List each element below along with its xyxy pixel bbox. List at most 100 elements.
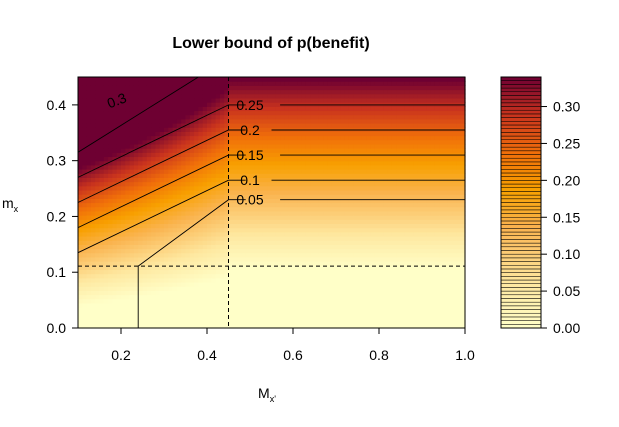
heat-cell [275,227,281,233]
heat-cell [426,261,432,266]
heat-cell [404,298,410,304]
heat-cell [245,97,251,103]
heat-cell [422,135,427,141]
heat-cell [90,269,96,275]
heat-cell [142,227,148,233]
heat-cell [90,302,96,308]
heat-cell [348,252,354,258]
heat-cell [241,185,247,191]
heat-cell [125,227,131,233]
heat-cell [194,210,199,216]
heat-cell [331,156,337,162]
heat-cell [194,97,199,103]
heat-cell [430,261,436,266]
heat-cell [318,223,324,229]
heat-cell [194,252,199,258]
heat-cell [133,302,139,308]
heat-cell [151,148,156,153]
heat-cell [232,169,238,174]
heat-cell [237,210,242,216]
heat-cell [181,114,187,120]
heat-cell [185,231,191,237]
heat-cell [138,286,144,291]
heat-cell [90,281,96,287]
heat-cell [254,148,260,153]
heat-cell [404,118,410,124]
heat-cell [215,244,221,250]
heat-cell [164,173,169,178]
heat-cell [262,256,268,262]
heat-cell [310,215,316,220]
heat-cell [293,135,298,141]
heat-cell [353,265,359,271]
heat-cell [417,164,423,170]
heat-cell [310,189,316,195]
heat-cell [241,77,247,82]
heat-cell [82,281,88,287]
heat-cell [181,97,187,103]
heat-cell [224,240,230,245]
heat-cell [215,277,221,283]
heat-cell [288,189,294,195]
heat-cell [297,97,303,103]
heat-cell [172,202,178,208]
heat-cell [108,319,113,325]
heat-cell [305,227,311,233]
heat-cell [202,181,208,187]
heat-cell [422,198,427,204]
heat-cell [271,97,277,103]
heat-cell [142,265,148,271]
heat-cell [262,118,268,124]
heat-cell [413,273,419,279]
heat-cell [168,252,174,258]
heat-cell [396,198,402,204]
heat-cell [198,277,204,283]
heat-cell [108,110,113,116]
heat-cell [400,281,406,287]
heat-cell [422,139,427,145]
heat-cell [198,127,204,132]
heat-cell [409,202,414,208]
heat-cell [370,294,376,300]
heat-cell [198,177,204,183]
heat-cell [133,152,139,158]
heat-cell [305,248,311,254]
heat-cell [301,118,307,124]
heat-cell [159,123,165,128]
heat-cell [151,160,156,166]
heat-cell [391,148,397,153]
heat-cell [391,85,397,91]
heat-cell [90,311,96,317]
heat-cell [422,219,427,225]
heat-cell [189,231,195,237]
heat-cell [125,177,131,183]
heat-cell [301,81,307,86]
heat-cell [271,269,277,275]
heat-cell [202,240,208,245]
heat-cell [370,286,376,291]
heat-cell [245,277,251,283]
heat-cell [215,256,221,262]
heat-cell [310,160,316,166]
heat-cell [103,185,109,191]
heat-cell [121,169,126,174]
heat-cell [215,81,221,86]
heat-cell [318,106,324,112]
heat-cell [99,223,105,229]
heat-cell [228,290,234,296]
heat-cell [237,227,242,233]
heat-cell [275,156,281,162]
heat-cell [293,302,298,308]
heat-cell [116,139,122,145]
heat-cell [108,194,113,199]
heat-cell [379,219,384,225]
heat-cell [426,81,432,86]
heat-cell [211,223,217,229]
heat-cell [211,307,217,312]
heat-cell [301,135,307,141]
heat-cell [310,294,316,300]
heat-cell [228,110,234,116]
heat-cell [250,286,255,291]
heat-cell [164,77,169,82]
heat-cell [318,143,324,149]
